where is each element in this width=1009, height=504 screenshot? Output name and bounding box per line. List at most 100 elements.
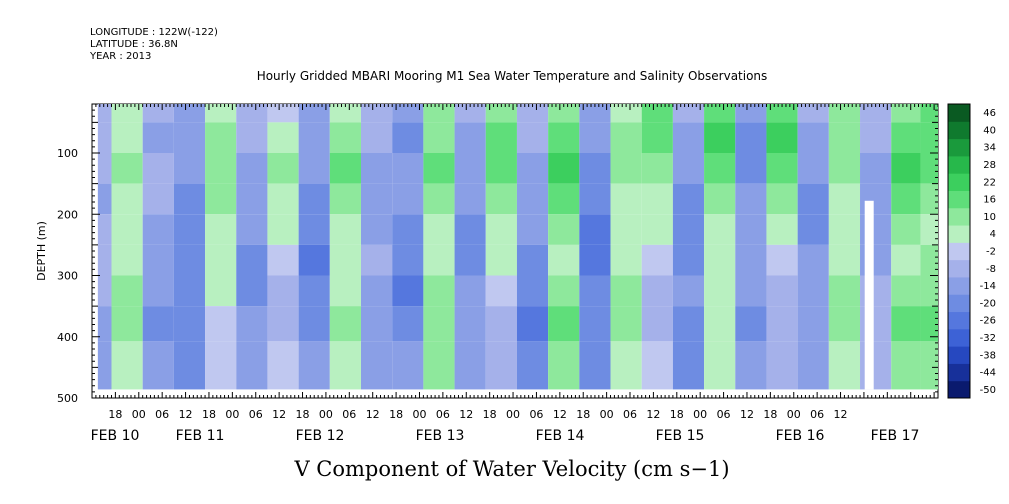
heatmap-cell [766,341,798,390]
heatmap-cell [142,341,174,390]
heatmap-cell [828,214,861,245]
heatmap-cell [97,341,112,390]
heatmap-cell [920,104,938,123]
heatmap-cell [704,122,736,153]
y-axis-label: DEPTH (m) [35,221,48,281]
heatmap-cell [735,214,767,245]
heatmap-cell [298,214,330,245]
heatmap-cell [392,153,424,184]
heatmap-cell [641,214,673,245]
heatmap-cell [485,275,517,307]
heatmap-cell [641,122,673,153]
heatmap-cell [891,214,921,245]
colorbar-frame [947,103,971,399]
x-hour-label: 18 [670,408,684,421]
x-hour-label: 00 [412,408,426,421]
heatmap-cell [579,183,611,215]
heatmap-cell [173,153,206,184]
heatmap-cell [548,153,580,184]
heatmap-cell [516,341,549,390]
y-tick-label: 300 [57,270,78,283]
heatmap-cell [423,104,455,123]
heatmap-cell [329,341,362,390]
heatmap-cell [485,244,517,276]
heatmap-cell [454,183,486,215]
colorbar-label: 40 [983,125,996,136]
heatmap-cell [267,104,299,123]
x-hour-label: 18 [296,408,310,421]
heatmap-cell [485,183,517,215]
heatmap-cell [111,183,143,215]
heatmap-cell [329,306,362,342]
heatmap-cell [610,104,642,123]
heatmap-cell [548,275,580,307]
colorbar-label: 28 [983,160,996,171]
x-axis-label: V Component of Water Velocity (cm s−1) [293,457,729,481]
heatmap-cell [828,104,861,123]
colorbar-swatch [948,155,970,174]
heatmap-cell [454,341,486,390]
heatmap-cell [704,153,736,184]
heatmap-cell [735,341,767,390]
heatmap-cell [173,306,206,342]
heatmap-cell [205,104,237,123]
heatmap-cell [173,244,206,276]
colorbar-swatch [948,380,970,399]
heatmap-cell [111,306,143,342]
heatmap-cell [704,306,736,342]
heatmap-cell [173,214,206,245]
colorbar-label: -50 [980,385,996,396]
heatmap-cell [97,153,112,184]
heatmap-cell [236,244,268,276]
heatmap-cell [142,306,174,342]
heatmap-cell [454,214,486,245]
heatmap-cell [579,306,611,342]
colorbar-swatch [948,328,970,347]
heatmap-cell [173,104,206,123]
colorbar-swatch [948,104,970,122]
colorbar-swatch [948,173,970,191]
heatmap-cell [111,122,143,153]
heatmap-cell [610,244,642,276]
heatmap-cell [361,122,393,153]
heatmap-cell [704,244,736,276]
heatmap-cell [361,214,393,245]
heatmap-cell [236,214,268,245]
heatmap-cell [423,275,455,307]
heatmap-cell [97,244,112,276]
heatmap-cell [548,244,580,276]
heatmap-cell [516,122,549,153]
heatmap-cell [610,214,642,245]
x-hour-label: 06 [249,408,263,421]
longitude-label: LONGITUDE : 122W(-122) [90,27,218,38]
heatmap-cell [579,153,611,184]
heatmap-cell [485,341,517,390]
x-hour-label: 06 [155,408,169,421]
x-axis: 18 00 06 12 18 00 06 12 18 00 06 12 18 00 06 12 18 00 06 12… [91,104,939,444]
heatmap-cell [97,104,112,123]
heatmap-cell [485,214,517,245]
x-hour-label: 06 [810,408,824,421]
x-hour-label: 18 [202,408,216,421]
heatmap-cell [361,104,393,123]
x-hour-label: 18 [108,408,122,421]
heatmap-cell [142,214,174,245]
colorbar-label: -32 [980,333,996,344]
data-gap [864,200,874,390]
heatmap-cell [891,104,921,123]
heatmap-cell [828,306,861,342]
heatmap-cell [735,275,767,307]
x-hour-label: 00 [693,408,707,421]
heatmap-cell [766,104,798,123]
heatmap-cell [891,153,921,184]
heatmap-cell [361,244,393,276]
colorbar-label: 10 [983,212,996,223]
heatmap-cell [920,214,938,245]
heatmap-cell [797,341,829,390]
heatmap-cell [236,153,268,184]
heatmap-cell [828,275,861,307]
heatmap-cell [392,214,424,245]
colorbar-swatch [948,259,970,278]
colorbar-label: -14 [980,281,996,292]
heatmap-cell [267,122,299,153]
